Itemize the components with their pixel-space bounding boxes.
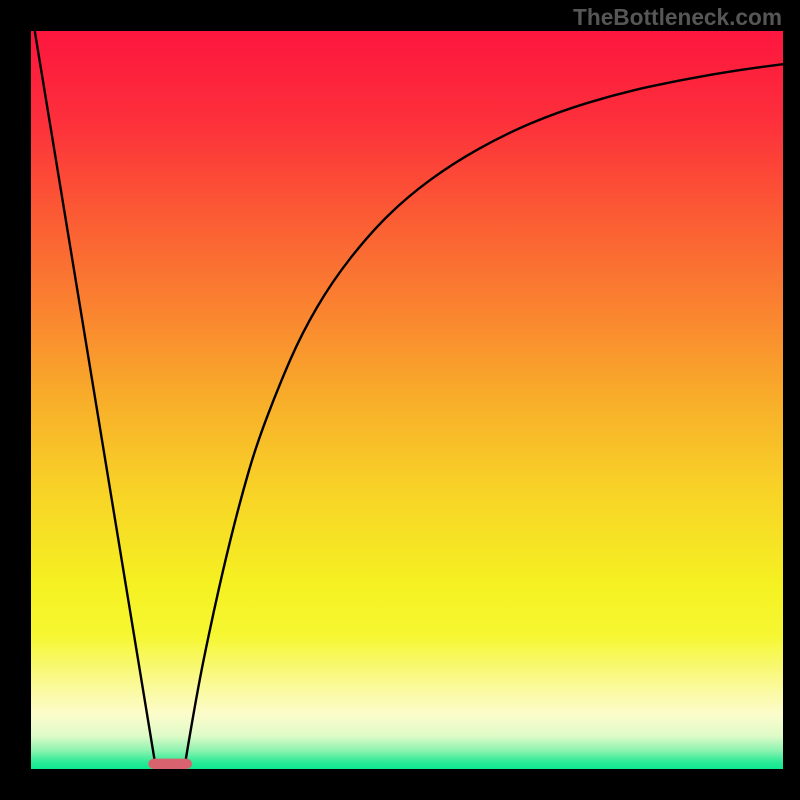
chart-container: TheBottleneck.com [0,0,800,800]
bottleneck-marker [148,759,192,769]
plot-area [31,31,783,769]
bottleneck-chart [0,0,800,800]
